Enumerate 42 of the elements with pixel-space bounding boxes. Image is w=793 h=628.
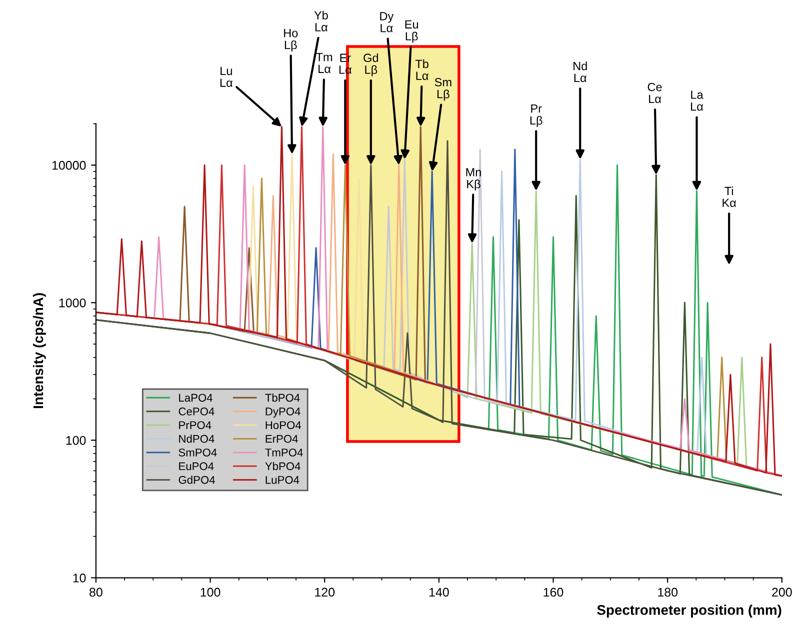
annotation: Gd Lβ	[364, 53, 378, 76]
annotation: Tm Lα	[316, 52, 332, 74]
legend-label: SmPO4	[178, 448, 217, 456]
annotation: Ce Lα	[648, 82, 662, 104]
y-tick-label: 10	[73, 574, 86, 582]
legend-label: CePO4	[178, 408, 214, 416]
legend-label: HoPO4	[266, 421, 302, 430]
legend-label: NdPO4	[179, 434, 214, 443]
x-axis-title: Spectrometer position (mm)	[597, 604, 782, 618]
x-tick-label: 80	[90, 588, 102, 597]
annotation: Yb Lα	[314, 10, 328, 32]
annotation: Tb Lα	[415, 59, 428, 80]
annotation: Dy Lα	[380, 12, 394, 32]
y-axis-title: Intensity (cps/nA)	[32, 293, 46, 408]
y-tick-label: 100	[66, 436, 86, 445]
annotation: Ti Kα	[722, 186, 736, 208]
legend-label: TmPO4	[265, 448, 303, 456]
legend-label: PrPO4	[179, 421, 212, 430]
x-tick-label: 120	[315, 588, 335, 597]
annotation: Eu Lβ	[405, 20, 418, 43]
y-tick-label: 1000	[59, 298, 86, 308]
y-tick-label: 10000	[52, 160, 86, 170]
legend-label: ErPO4	[266, 434, 298, 443]
annotation: Ho Lβ	[284, 29, 298, 52]
annotation: Sm Lβ	[434, 78, 452, 101]
annotation: Nd Lα	[574, 62, 587, 82]
x-tick-label: 160	[544, 588, 564, 597]
annotation: Lu Lα	[220, 66, 233, 87]
legend-label: LaPO4	[179, 394, 212, 402]
legend-label: DyPO4	[266, 408, 300, 418]
legend-label: YbPO4	[265, 462, 300, 470]
x-tick-label: 200	[772, 588, 792, 597]
annotation: Mn Kβ	[466, 168, 481, 191]
legend-label: TbPO4	[265, 394, 300, 402]
legend-label: GdPO4	[178, 476, 215, 484]
x-tick-label: 100	[200, 588, 220, 597]
legend-label: EuPO4	[179, 462, 214, 470]
annotation: La Lα	[691, 90, 704, 111]
annotation: Pr Lβ	[530, 104, 542, 127]
x-tick-label: 180	[658, 588, 678, 597]
legend-label: LuPO4	[266, 476, 300, 484]
x-tick-label: 140	[429, 588, 449, 597]
